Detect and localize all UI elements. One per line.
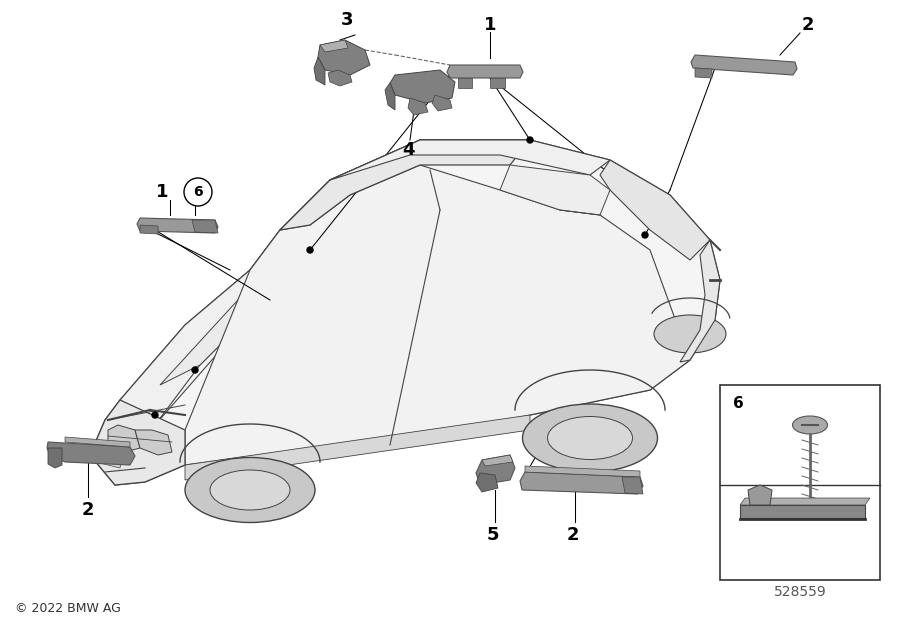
Polygon shape xyxy=(695,68,712,78)
Polygon shape xyxy=(476,455,515,485)
Polygon shape xyxy=(680,240,720,362)
Ellipse shape xyxy=(185,457,315,522)
Polygon shape xyxy=(137,218,218,233)
Polygon shape xyxy=(748,485,772,505)
Text: 3: 3 xyxy=(341,11,353,29)
Polygon shape xyxy=(65,437,130,447)
Polygon shape xyxy=(476,473,498,492)
Polygon shape xyxy=(622,477,643,494)
Polygon shape xyxy=(318,40,370,75)
Polygon shape xyxy=(108,425,140,452)
Polygon shape xyxy=(328,70,352,86)
Polygon shape xyxy=(48,448,62,468)
Text: 4: 4 xyxy=(401,141,414,159)
Circle shape xyxy=(527,137,533,143)
Polygon shape xyxy=(320,40,348,52)
Polygon shape xyxy=(691,55,797,75)
Circle shape xyxy=(307,247,313,253)
Polygon shape xyxy=(140,225,158,234)
Text: 2: 2 xyxy=(82,501,94,519)
Text: 528559: 528559 xyxy=(774,585,826,599)
Text: 2: 2 xyxy=(567,526,580,544)
Text: 1: 1 xyxy=(484,16,496,34)
Polygon shape xyxy=(447,65,523,78)
Polygon shape xyxy=(600,160,710,260)
Polygon shape xyxy=(525,466,640,477)
Polygon shape xyxy=(90,140,720,485)
Polygon shape xyxy=(740,505,865,518)
Polygon shape xyxy=(520,472,643,494)
Circle shape xyxy=(192,367,198,373)
Polygon shape xyxy=(185,165,690,465)
Text: 2: 2 xyxy=(802,16,814,34)
Text: 1: 1 xyxy=(156,183,168,201)
Text: 6: 6 xyxy=(194,185,202,199)
Polygon shape xyxy=(740,498,870,505)
Polygon shape xyxy=(90,400,185,485)
Polygon shape xyxy=(408,98,428,115)
Text: 6: 6 xyxy=(733,396,743,411)
Circle shape xyxy=(184,178,212,206)
Polygon shape xyxy=(390,70,455,103)
Polygon shape xyxy=(500,165,610,215)
Polygon shape xyxy=(490,78,505,88)
Ellipse shape xyxy=(793,416,827,434)
Polygon shape xyxy=(135,430,172,455)
Polygon shape xyxy=(482,455,513,466)
Text: © 2022 BMW AG: © 2022 BMW AG xyxy=(15,602,121,614)
Polygon shape xyxy=(280,140,530,230)
FancyBboxPatch shape xyxy=(720,385,880,580)
Ellipse shape xyxy=(210,470,290,510)
Polygon shape xyxy=(458,78,472,88)
Circle shape xyxy=(152,412,158,418)
Polygon shape xyxy=(314,57,325,85)
Polygon shape xyxy=(120,230,310,425)
Polygon shape xyxy=(385,83,395,110)
Ellipse shape xyxy=(654,315,726,353)
Text: 5: 5 xyxy=(487,526,500,544)
Polygon shape xyxy=(185,415,530,480)
Polygon shape xyxy=(432,95,452,111)
Ellipse shape xyxy=(547,416,633,459)
Circle shape xyxy=(642,232,648,238)
Polygon shape xyxy=(330,140,610,180)
Polygon shape xyxy=(192,220,218,233)
Polygon shape xyxy=(47,442,135,465)
Polygon shape xyxy=(100,453,122,468)
Polygon shape xyxy=(160,140,430,385)
Ellipse shape xyxy=(523,404,658,472)
